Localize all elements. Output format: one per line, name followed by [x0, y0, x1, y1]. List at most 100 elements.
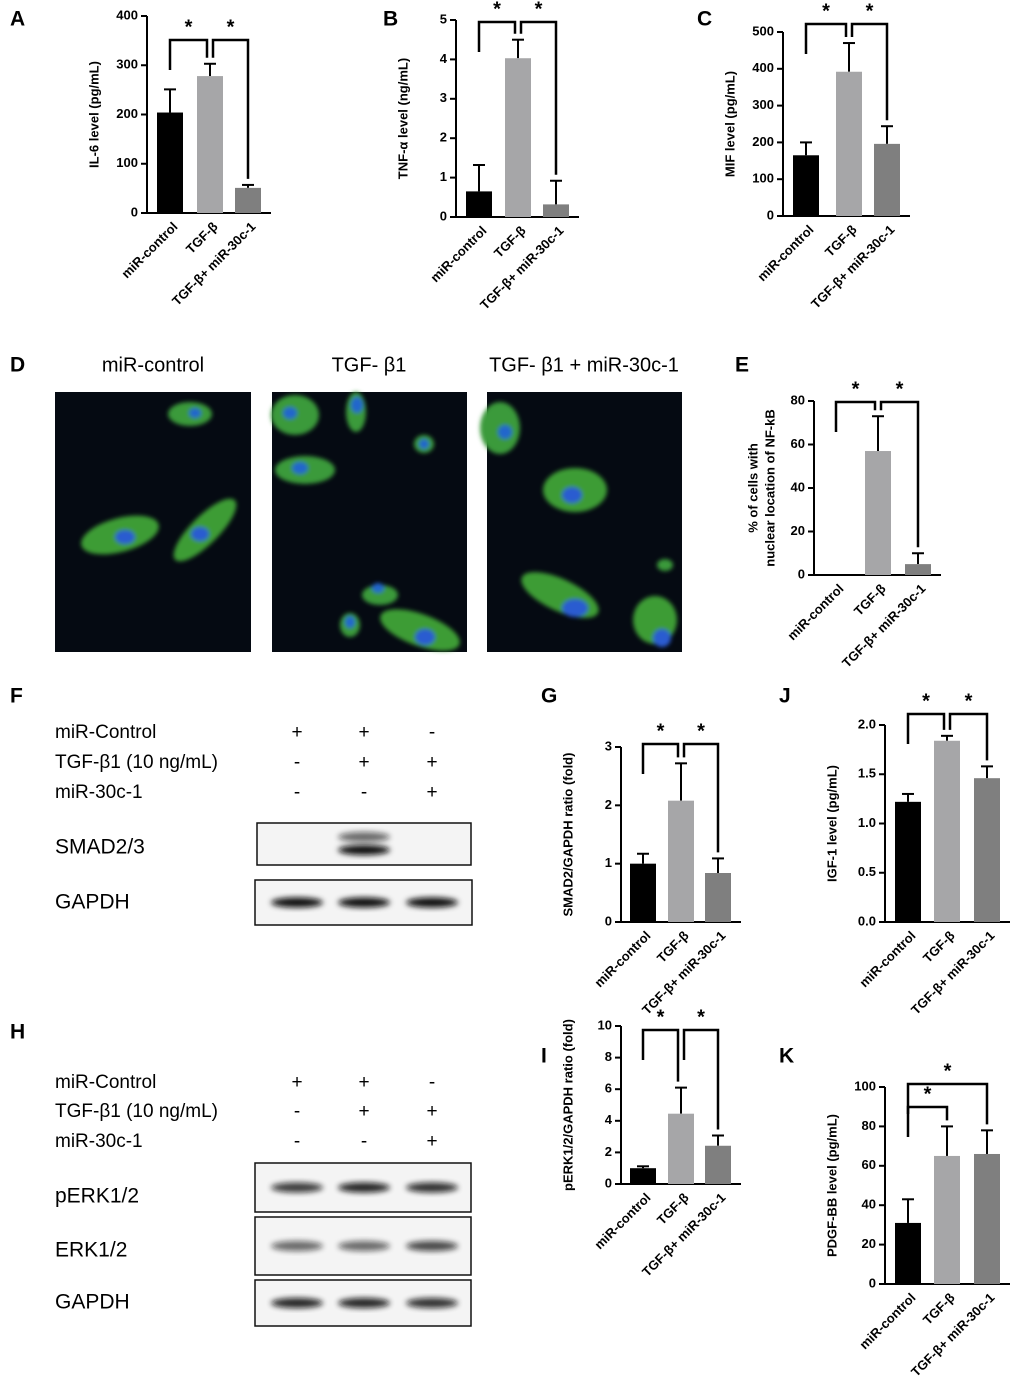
bar: [974, 1153, 1000, 1284]
significance-bracket: [211, 38, 250, 179]
bar: [793, 155, 819, 216]
significance-label: *: [185, 16, 193, 38]
y-tick-label: 1: [605, 855, 612, 870]
bar: [705, 873, 731, 922]
y-tick-label: 300: [752, 97, 774, 112]
bar-chart: C 0 100 200 300 400 500 MIF level (pg/mL) miR-co…: [697, 0, 910, 311]
y-tick-label: 400: [116, 7, 138, 22]
blot-band: [338, 832, 390, 842]
band-label: ERK1/2: [55, 1239, 127, 1262]
condition-sign: +: [358, 1101, 369, 1122]
y-tick-label: 8: [605, 1049, 612, 1064]
bar: [235, 187, 261, 213]
x-tick-label: miR-control: [754, 222, 816, 284]
significance-bracket: [168, 38, 209, 70]
bar: [934, 1155, 960, 1284]
significance-bracket: [519, 20, 558, 175]
significance-bracket: [948, 712, 989, 761]
y-tick-label: 60: [791, 436, 805, 451]
condition-sign: +: [426, 1101, 437, 1122]
image-title: TGF- β1: [332, 354, 407, 376]
x-tick-label: miR-control: [427, 223, 489, 285]
bar: [874, 143, 900, 216]
bar-chart: A 0 100 200 300 400 IL-6 level (pg/mL) miR-cont…: [10, 7, 271, 308]
significance-bracket: [879, 400, 920, 548]
significance-bracket: [834, 400, 877, 432]
significance-bracket: [906, 712, 946, 744]
y-axis-label: pERK1/2/GAPDH ratio (fold): [560, 1019, 575, 1191]
y-axis-label: TNF-α level (ng/mL): [395, 58, 410, 179]
panel-letter: K: [779, 1045, 794, 1068]
significance-bracket: [477, 20, 517, 52]
condition-label: miR-Control: [55, 722, 156, 743]
panel-letter: H: [10, 1021, 25, 1044]
y-tick-label: 100: [854, 1078, 876, 1093]
y-tick-label: 3: [605, 738, 612, 753]
blot-band: [271, 897, 323, 908]
condition-label: TGF-β1 (10 ng/mL): [55, 752, 218, 773]
condition-sign: -: [294, 1101, 300, 1122]
bar: [668, 800, 694, 922]
bar: [197, 76, 223, 214]
bar: [934, 740, 960, 922]
bar: [895, 801, 921, 922]
condition-sign: +: [358, 1072, 369, 1093]
condition-sign: -: [361, 1131, 367, 1152]
significance-label: *: [822, 0, 830, 22]
significance-bracket: [906, 1082, 989, 1125]
blot-band: [271, 1298, 323, 1308]
condition-sign: +: [426, 752, 437, 773]
condition-sign: +: [291, 722, 302, 743]
x-tick-label: TGF-β: [851, 581, 889, 619]
significance-label: *: [852, 378, 860, 400]
panel-letter: A: [10, 8, 25, 31]
bar-chart: K 0 20 40 60 80 100 PDGF-BB level (pg/mL) miR-co…: [779, 1045, 1010, 1379]
y-tick-label: 2: [605, 797, 612, 812]
panel-letter: G: [541, 685, 557, 708]
condition-sign: -: [294, 782, 300, 803]
y-tick-label: 2: [605, 1144, 612, 1159]
y-axis-label: IGF-1 level (pg/mL): [824, 765, 839, 882]
significance-label: *: [697, 720, 705, 742]
x-tick-label: miR-control: [784, 581, 846, 643]
panel-letter: F: [10, 685, 23, 708]
significance-label: *: [493, 0, 501, 20]
condition-sign: -: [294, 1131, 300, 1152]
condition-sign: -: [294, 752, 300, 773]
blot-band: [406, 1241, 458, 1251]
y-tick-label: 2: [440, 130, 447, 145]
y-tick-label: 80: [791, 392, 805, 407]
bar-chart: G 0 1 2 3 SMAD2/GAPDH ratio (fold) miR-control…: [541, 685, 741, 1017]
panel-letter: B: [383, 8, 398, 31]
significance-label: *: [697, 1006, 705, 1028]
y-axis-label: nuclear location of NF-kB: [762, 409, 777, 566]
condition-sign: +: [426, 1131, 437, 1152]
condition-sign: -: [361, 782, 367, 803]
condition-sign: +: [426, 782, 437, 803]
x-tick-label: TGF-β: [920, 1290, 958, 1328]
y-tick-label: 400: [752, 60, 774, 75]
condition-label: miR-30c-1: [55, 1131, 143, 1152]
y-tick-label: 1.0: [858, 815, 876, 830]
y-axis-label: % of cells with: [745, 443, 760, 533]
bar: [668, 1113, 694, 1184]
y-tick-label: 4: [605, 1112, 613, 1127]
significance-bracket: [641, 742, 680, 774]
bar: [836, 71, 862, 216]
y-tick-label: 0.5: [858, 864, 876, 879]
image-title: miR-control: [102, 354, 204, 376]
significance-bracket: [641, 1028, 680, 1082]
significance-bracket: [682, 742, 720, 853]
blot-band: [338, 1182, 390, 1193]
y-tick-label: 3: [440, 90, 447, 105]
y-tick-label: 300: [116, 57, 138, 72]
condition-sign: +: [291, 1072, 302, 1093]
y-tick-label: 100: [752, 171, 774, 186]
blot-band: [406, 1182, 458, 1193]
band-label: GAPDH: [55, 891, 130, 914]
y-tick-label: 20: [862, 1236, 876, 1251]
y-tick-label: 0: [798, 566, 805, 581]
significance-label: *: [924, 1083, 932, 1105]
y-tick-label: 4: [440, 51, 448, 66]
